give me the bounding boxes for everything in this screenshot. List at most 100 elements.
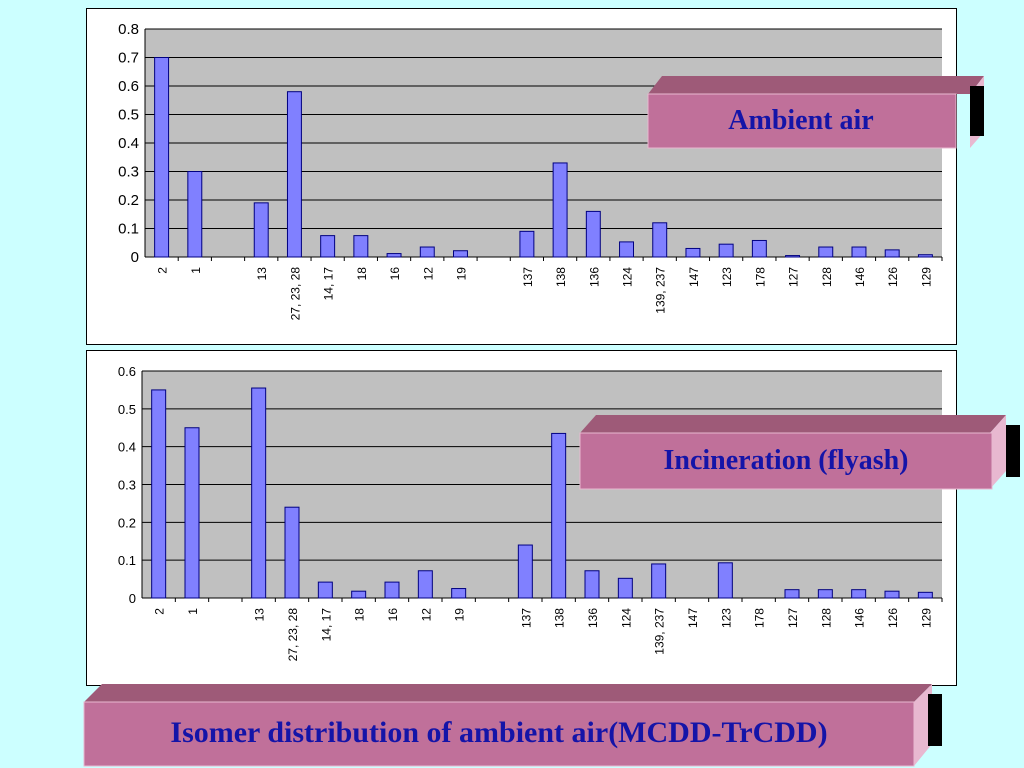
ambient-ytick-label: 0.8 bbox=[118, 21, 139, 38]
ambient-ytick-label: 0.2 bbox=[118, 192, 139, 209]
ambient-bar-0 bbox=[154, 57, 170, 258]
ambient-xtick-label: 178 bbox=[753, 267, 767, 287]
ambient-bar-7 bbox=[386, 253, 402, 258]
ambient-ytick-label: 0.6 bbox=[118, 78, 139, 95]
ambient-bar-13 bbox=[585, 210, 601, 258]
ambient-bar-16 bbox=[685, 247, 701, 258]
ambient-bar-9 bbox=[453, 250, 468, 258]
title-label-box: Isomer distribution of ambient air(MCDD-… bbox=[82, 682, 942, 768]
ambient-xtick-label: 27, 23, 28 bbox=[288, 267, 302, 321]
incineration-bar-0 bbox=[151, 389, 167, 599]
incineration-chart: 0 0.1 0.2 0.3 0.4 0.5 0.6 2 1 13 27, 23, 28 14, 17 1… bbox=[86, 350, 957, 686]
incineration-bar-15 bbox=[651, 563, 667, 599]
incineration-bar-4 bbox=[284, 506, 300, 599]
incineration-xtick-label: 129 bbox=[919, 608, 933, 628]
incineration-xtick-label: 14, 17 bbox=[319, 608, 333, 642]
ambient-bar-5 bbox=[320, 235, 336, 258]
ambient-bar-14 bbox=[619, 241, 634, 258]
incineration-xtick-label: 128 bbox=[819, 608, 833, 628]
ambient-bar-21 bbox=[851, 246, 867, 258]
ambient-xtick-label: 137 bbox=[521, 267, 535, 287]
incineration-ytick-label: 0.2 bbox=[118, 515, 136, 530]
incineration-ytick-label: 0.4 bbox=[118, 440, 136, 455]
incineration-bar-19 bbox=[784, 589, 800, 599]
ambient-xtick-label: 2 bbox=[156, 267, 170, 274]
incineration-bar-7 bbox=[384, 581, 400, 599]
ambient-xtick-label: 19 bbox=[454, 267, 468, 281]
incineration-xtick-label: 19 bbox=[453, 608, 467, 622]
incineration-xtick-label: 1 bbox=[186, 608, 200, 615]
incineration-bar-5 bbox=[317, 581, 333, 599]
incineration-xtick-label: 146 bbox=[853, 608, 867, 628]
incineration-ytick-label: 0 bbox=[129, 591, 136, 606]
incineration-bar-8 bbox=[417, 570, 433, 599]
incineration-xtick-label: 138 bbox=[553, 608, 567, 628]
ambient-ytick-label: 0 bbox=[131, 249, 139, 266]
incineration-xtick-label: 136 bbox=[586, 608, 600, 628]
ambient-xtick-label: 146 bbox=[853, 267, 867, 287]
ambient-ytick-label: 0.4 bbox=[118, 135, 139, 152]
incineration-xtick-label: 13 bbox=[253, 608, 267, 622]
ambient-bar-6 bbox=[353, 235, 369, 258]
incineration-xtick-label: 27, 23, 28 bbox=[286, 608, 300, 662]
incineration-xtick-label: 147 bbox=[686, 608, 700, 628]
incineration-bar-17 bbox=[717, 562, 733, 599]
ambient-xtick-label: 12 bbox=[421, 267, 435, 281]
ambient-xtick-label: 136 bbox=[587, 267, 601, 287]
incineration-xtick-label: 124 bbox=[619, 608, 633, 628]
ambient-bar-18 bbox=[751, 239, 767, 258]
incineration-xtick-label: 16 bbox=[386, 608, 400, 622]
incineration-bar-23 bbox=[917, 591, 933, 599]
incineration-xtick-label: 127 bbox=[786, 608, 800, 628]
ambient-xtick-label: 124 bbox=[621, 267, 635, 287]
ambient-xtick-label: 123 bbox=[720, 267, 734, 287]
incineration-ytick-label: 0.1 bbox=[118, 553, 136, 568]
ambient-xtick-label: 14, 17 bbox=[322, 267, 336, 301]
ambient-air-chart: 0 0.1 0.2 0.3 0.4 0.5 0.6 0.7 0.8 2 1 13 27, 23, 28 1… bbox=[86, 8, 957, 345]
ambient-xtick-label: 126 bbox=[886, 267, 900, 287]
incineration-xtick-label: 123 bbox=[719, 608, 733, 628]
ambient-bar-11 bbox=[519, 230, 535, 258]
incineration-bar-14 bbox=[617, 577, 633, 599]
incineration-xtick-label: 2 bbox=[153, 608, 167, 615]
incineration-xtick-label: 139, 237 bbox=[653, 608, 667, 655]
ambient-air-label: Ambient air bbox=[728, 105, 874, 136]
ambient-bar-3 bbox=[253, 202, 269, 258]
ambient-ytick-label: 0.5 bbox=[118, 107, 139, 124]
incineration-bar-3 bbox=[251, 387, 267, 599]
incineration-label-box: Incineration (flyash) bbox=[579, 415, 1020, 491]
ambient-air-chart-svg: 0 0.1 0.2 0.3 0.4 0.5 0.6 0.7 0.8 2 1 13 27, 23, 28 1… bbox=[118, 21, 943, 321]
incineration-ytick-label: 0.6 bbox=[118, 364, 136, 379]
ambient-bar-4 bbox=[286, 91, 302, 258]
ambient-ytick-label: 0.3 bbox=[118, 164, 139, 181]
ambient-xtick-label: 13 bbox=[255, 267, 269, 281]
ambient-air-label-box: Ambient air bbox=[647, 74, 984, 149]
incineration-bar-20 bbox=[817, 589, 833, 599]
ambient-bar-22 bbox=[884, 249, 900, 258]
ambient-xtick-label: 16 bbox=[388, 267, 402, 281]
incineration-bar-1 bbox=[184, 427, 200, 599]
incineration-xtick-label: 18 bbox=[353, 608, 367, 622]
ambient-xtick-label: 138 bbox=[554, 267, 568, 287]
incineration-bar-6 bbox=[351, 590, 367, 599]
ambient-bar-17 bbox=[718, 243, 734, 258]
incineration-label: Incineration (flyash) bbox=[663, 445, 909, 476]
ambient-bar-23 bbox=[917, 254, 933, 258]
ambient-bar-8 bbox=[419, 246, 435, 258]
ambient-bar-1 bbox=[187, 171, 203, 258]
incineration-ytick-label: 0.5 bbox=[118, 402, 136, 417]
incineration-bar-13 bbox=[584, 570, 600, 599]
ambient-xtick-label: 18 bbox=[355, 267, 369, 281]
ambient-bar-19 bbox=[785, 255, 801, 258]
slide-title: Isomer distribution of ambient air(MCDD-… bbox=[170, 716, 828, 749]
ambient-bar-12 bbox=[552, 162, 568, 258]
incineration-bar-9 bbox=[451, 588, 467, 599]
incineration-xtick-label: 137 bbox=[519, 608, 533, 628]
ambient-xtick-label: 147 bbox=[687, 267, 701, 287]
incineration-chart-svg: 0 0.1 0.2 0.3 0.4 0.5 0.6 2 1 13 27, 23, 28 14, 17 1… bbox=[118, 364, 943, 662]
incineration-bar-21 bbox=[851, 589, 867, 599]
incineration-xtick-label: 178 bbox=[753, 608, 767, 628]
ambient-xtick-label: 127 bbox=[787, 267, 801, 287]
incineration-bar-12 bbox=[551, 432, 567, 599]
ambient-ytick-label: 0.7 bbox=[118, 50, 139, 67]
